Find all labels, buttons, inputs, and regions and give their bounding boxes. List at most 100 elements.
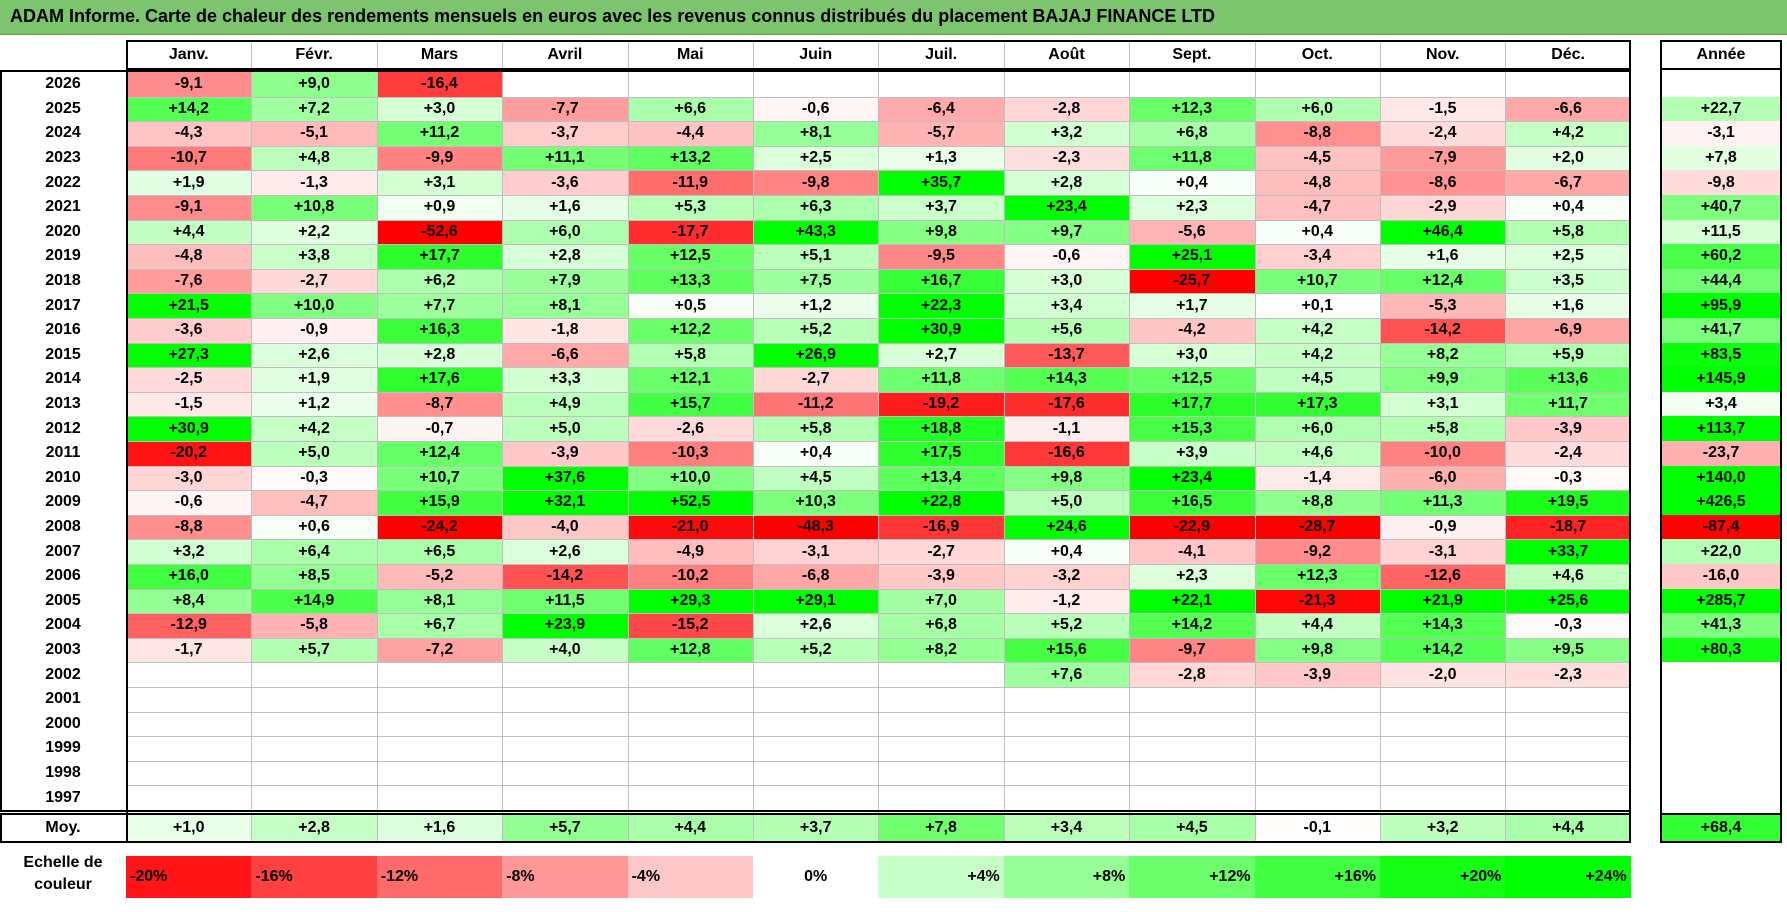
heat-cell: +2,7 xyxy=(878,342,1004,368)
heat-cell xyxy=(502,72,628,97)
heat-cell: -6,6 xyxy=(1505,96,1631,122)
heat-cell: +8,2 xyxy=(1380,342,1506,368)
heat-cell: -2,7 xyxy=(878,539,1004,564)
heat-cell: +3,2 xyxy=(126,539,252,564)
heat-cell: -8,7 xyxy=(376,391,503,417)
grid-line xyxy=(126,244,1631,246)
annual-cell: +60,2 xyxy=(1660,244,1782,269)
heat-cell: +4,2 xyxy=(251,416,377,441)
annual-cell xyxy=(1660,785,1782,810)
heat-cell: +3,1 xyxy=(376,170,503,195)
heat-cell: -5,7 xyxy=(878,121,1004,146)
heat-cell: +0,4 xyxy=(1505,195,1631,220)
heat-cell: -7,6 xyxy=(126,268,252,294)
annual-cell: +140,0 xyxy=(1660,465,1782,491)
heat-cell: +12,3 xyxy=(1129,96,1255,122)
heat-cell: -1,7 xyxy=(126,637,252,663)
heat-cell: +0,5 xyxy=(627,293,753,318)
heat-cell: +3,8 xyxy=(251,244,377,269)
heat-cell: +8,1 xyxy=(376,588,503,614)
heat-cell xyxy=(251,662,377,687)
month-header-11: Nov. xyxy=(1380,40,1506,70)
annual-cell: +41,3 xyxy=(1660,613,1782,638)
heat-cell: -1,4 xyxy=(1254,465,1380,491)
heat-cell: +6,0 xyxy=(502,219,628,245)
heat-cell: +5,8 xyxy=(1380,416,1506,441)
heat-cell xyxy=(1380,760,1506,786)
heat-cell: -1,5 xyxy=(126,391,252,417)
annual-cell: -16,0 xyxy=(1660,564,1782,589)
heat-cell: +9,0 xyxy=(251,72,377,97)
month-header-7: Juil. xyxy=(878,40,1004,70)
heat-cell: +4,2 xyxy=(1254,318,1380,343)
heat-cell: -2,8 xyxy=(1003,96,1130,122)
heat-cell xyxy=(627,736,753,761)
year-label: 2003 xyxy=(0,637,126,663)
heat-cell: -6,8 xyxy=(753,564,879,589)
heat-cell: -3,9 xyxy=(1254,662,1380,687)
color-scale-stop: +4% xyxy=(878,856,1004,898)
grid-line xyxy=(126,662,1631,664)
heat-cell: +26,9 xyxy=(753,342,879,368)
heat-cell: +0,1 xyxy=(1254,293,1380,318)
heat-cell: +6,0 xyxy=(1254,416,1380,441)
heat-cell: +52,5 xyxy=(627,490,753,515)
heat-cell: -7,2 xyxy=(376,637,503,663)
heat-cell: +4,8 xyxy=(251,145,377,171)
heat-cell: +3,4 xyxy=(1003,293,1130,318)
heat-cell: +4,6 xyxy=(1254,441,1380,466)
heat-cell: -3,0 xyxy=(126,465,252,491)
heat-cell: +6,3 xyxy=(753,195,879,220)
heat-cell: +32,1 xyxy=(502,490,628,515)
heat-cell xyxy=(1380,711,1506,737)
grid-line xyxy=(126,564,1631,565)
heat-cell: +11,8 xyxy=(1129,145,1255,171)
heat-cell: +4,5 xyxy=(1254,367,1380,392)
heat-cell: +8,8 xyxy=(1254,490,1380,515)
grid-line xyxy=(126,760,1631,762)
heat-cell: +10,7 xyxy=(1254,268,1380,294)
annual-cell xyxy=(1660,662,1782,687)
heat-cell: +23,4 xyxy=(1003,195,1130,220)
heat-cell: -2,9 xyxy=(1380,195,1506,220)
heat-cell: +8,1 xyxy=(502,293,628,318)
heat-cell xyxy=(753,662,879,687)
heat-cell: -4,8 xyxy=(1254,170,1380,195)
heat-cell xyxy=(126,785,252,810)
heat-cell: +11,3 xyxy=(1380,490,1506,515)
grid-line xyxy=(126,490,1631,492)
heat-cell xyxy=(251,736,377,761)
heat-cell: +14,3 xyxy=(1003,367,1130,392)
annual-cell: -87,4 xyxy=(1660,514,1782,540)
grid-line xyxy=(126,145,1631,147)
heat-cell: +5,8 xyxy=(627,342,753,368)
color-scale-stop: -16% xyxy=(251,856,377,898)
average-cell: +2,8 xyxy=(251,813,377,843)
heat-cell: +1,2 xyxy=(753,293,879,318)
heat-cell xyxy=(126,736,252,761)
heat-cell: +0,6 xyxy=(251,514,377,540)
heat-cell xyxy=(251,687,377,712)
grid-line xyxy=(126,736,1631,738)
heat-cell: +8,5 xyxy=(251,564,377,589)
year-label: 2007 xyxy=(0,539,126,564)
year-label: 2009 xyxy=(0,490,126,515)
heat-cell: +4,6 xyxy=(1505,564,1631,589)
annual-cell: +11,5 xyxy=(1660,219,1782,245)
grid-line xyxy=(126,170,1631,172)
heat-cell xyxy=(878,687,1004,712)
annual-cell: +7,8 xyxy=(1660,145,1782,171)
heat-cell xyxy=(1505,736,1631,761)
heat-cell: -2,8 xyxy=(1129,662,1255,687)
heat-cell: +30,9 xyxy=(878,318,1004,343)
heat-cell: +12,4 xyxy=(1380,268,1506,294)
heat-cell: +19,5 xyxy=(1505,490,1631,515)
month-header-5: Mai xyxy=(627,40,753,70)
heat-cell: -52,6 xyxy=(376,219,503,245)
heat-cell xyxy=(753,736,879,761)
heat-cell: +13,4 xyxy=(878,465,1004,491)
heat-cell: -3,9 xyxy=(1505,416,1631,441)
grid-line xyxy=(126,268,1631,270)
heat-cell: +10,8 xyxy=(251,195,377,220)
heat-cell xyxy=(753,687,879,712)
